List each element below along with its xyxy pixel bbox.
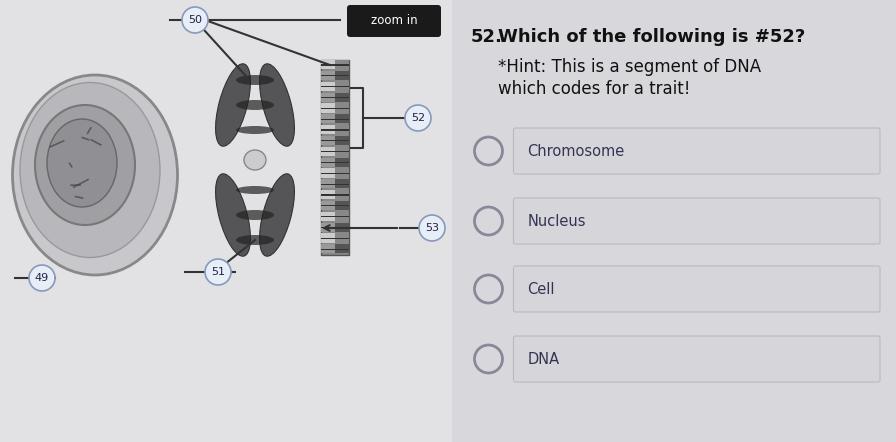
Bar: [321, 238, 349, 239]
Bar: [321, 194, 349, 196]
Bar: [335, 60, 349, 69]
Text: 52.: 52.: [470, 28, 503, 46]
Bar: [335, 233, 349, 243]
Ellipse shape: [47, 119, 117, 207]
Bar: [321, 114, 335, 123]
Circle shape: [419, 215, 445, 241]
FancyBboxPatch shape: [513, 198, 880, 244]
Bar: [335, 222, 349, 232]
Text: 51: 51: [211, 267, 225, 277]
Text: 49: 49: [35, 273, 49, 283]
Ellipse shape: [35, 105, 135, 225]
Text: DNA: DNA: [528, 351, 560, 366]
Ellipse shape: [216, 174, 250, 256]
Bar: [335, 71, 349, 80]
Bar: [321, 60, 349, 255]
Text: Nucleus: Nucleus: [528, 213, 586, 229]
Circle shape: [405, 105, 431, 131]
Bar: [452, 0, 896, 442]
Ellipse shape: [260, 174, 295, 256]
Bar: [321, 212, 335, 221]
Bar: [335, 82, 349, 91]
Bar: [321, 147, 335, 156]
FancyBboxPatch shape: [513, 128, 880, 174]
Bar: [321, 248, 349, 250]
FancyBboxPatch shape: [347, 5, 441, 37]
Bar: [321, 173, 349, 174]
Bar: [321, 136, 335, 145]
Ellipse shape: [236, 210, 274, 220]
Bar: [321, 244, 335, 253]
Ellipse shape: [216, 64, 250, 146]
Bar: [321, 118, 349, 120]
Text: 52: 52: [411, 113, 425, 123]
Text: Which of the following is #52?: Which of the following is #52?: [498, 28, 806, 46]
Bar: [335, 168, 349, 178]
Bar: [321, 179, 335, 188]
Bar: [321, 140, 349, 141]
Circle shape: [182, 7, 208, 33]
Bar: [335, 244, 349, 253]
Bar: [335, 190, 349, 199]
Bar: [321, 108, 349, 109]
Ellipse shape: [260, 64, 295, 146]
Bar: [321, 183, 349, 185]
Bar: [335, 114, 349, 123]
Text: Chromosome: Chromosome: [528, 144, 625, 159]
Bar: [335, 125, 349, 134]
Circle shape: [205, 259, 231, 285]
Bar: [335, 201, 349, 210]
Ellipse shape: [236, 186, 274, 194]
Bar: [321, 222, 335, 232]
Circle shape: [29, 265, 55, 291]
Ellipse shape: [13, 75, 177, 275]
Bar: [321, 86, 349, 88]
Bar: [321, 201, 335, 210]
Ellipse shape: [236, 100, 274, 110]
Bar: [321, 157, 335, 167]
Bar: [321, 233, 335, 243]
Ellipse shape: [236, 75, 274, 85]
Ellipse shape: [236, 126, 274, 134]
Ellipse shape: [20, 83, 160, 258]
Bar: [321, 103, 335, 113]
Text: which codes for a trait!: which codes for a trait!: [498, 80, 691, 98]
Bar: [335, 179, 349, 188]
Bar: [321, 130, 349, 131]
Bar: [321, 97, 349, 98]
Bar: [321, 92, 335, 102]
Text: Cell: Cell: [528, 282, 555, 297]
Text: 50: 50: [188, 15, 202, 25]
Bar: [321, 82, 335, 91]
Text: *Hint: This is a segment of DNA: *Hint: This is a segment of DNA: [498, 58, 762, 76]
Bar: [0, 0, 452, 442]
Bar: [321, 151, 349, 152]
Ellipse shape: [236, 235, 274, 245]
Bar: [335, 92, 349, 102]
Bar: [321, 216, 349, 217]
Bar: [335, 157, 349, 167]
Bar: [335, 212, 349, 221]
Bar: [321, 168, 335, 178]
Ellipse shape: [244, 150, 266, 170]
Bar: [321, 125, 335, 134]
Bar: [321, 205, 349, 206]
FancyBboxPatch shape: [513, 266, 880, 312]
Bar: [335, 147, 349, 156]
Text: 53: 53: [425, 223, 439, 233]
Bar: [321, 71, 335, 80]
Bar: [321, 227, 349, 228]
Bar: [335, 103, 349, 113]
Bar: [321, 190, 335, 199]
Bar: [321, 60, 335, 69]
Bar: [321, 162, 349, 163]
FancyBboxPatch shape: [513, 336, 880, 382]
Text: zoom in: zoom in: [371, 15, 418, 27]
Bar: [335, 136, 349, 145]
Bar: [321, 75, 349, 76]
